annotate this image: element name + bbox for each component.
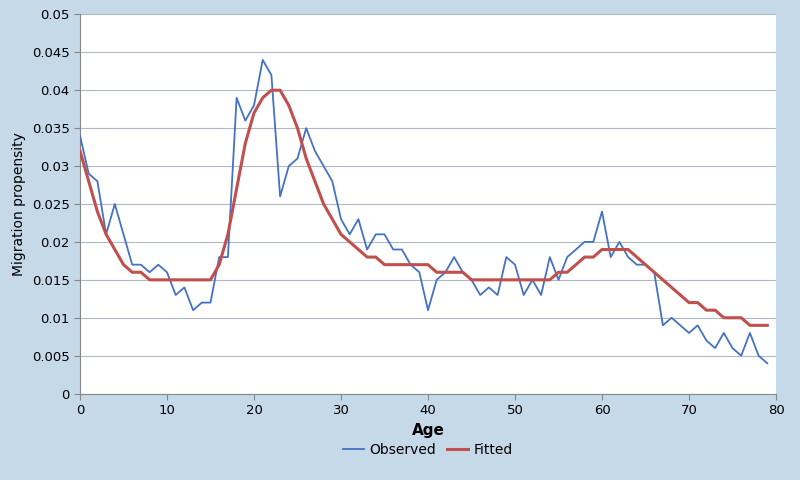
Fitted [554,269,563,275]
Observed [493,292,502,298]
Observed [693,323,702,328]
Fitted [389,262,398,267]
Fitted [762,323,772,328]
Observed [258,57,267,63]
X-axis label: Age: Age [411,422,445,438]
Fitted [502,277,511,283]
Line: Fitted: Fitted [80,90,767,325]
Fitted [75,148,85,154]
Observed [502,254,511,260]
Line: Observed: Observed [80,60,767,363]
Y-axis label: Migration propensity: Migration propensity [12,132,26,276]
Observed [75,133,85,139]
Legend: Observed, Fitted: Observed, Fitted [338,437,518,463]
Fitted [528,277,538,283]
Observed [528,277,538,283]
Observed [762,360,772,366]
Observed [389,247,398,252]
Fitted [266,87,276,93]
Fitted [493,277,502,283]
Observed [554,277,563,283]
Fitted [745,323,754,328]
Fitted [693,300,702,305]
